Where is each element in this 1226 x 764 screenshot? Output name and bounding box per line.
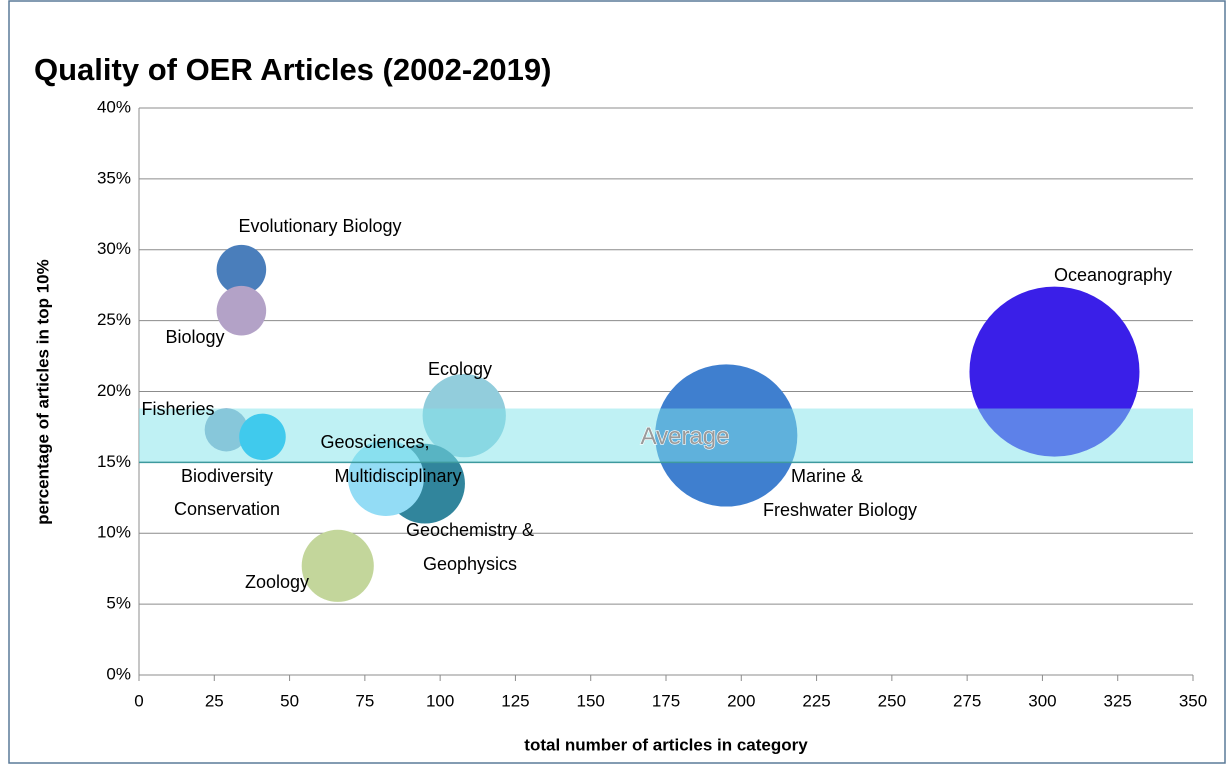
x-tick-label: 250 xyxy=(878,691,906,710)
bubble-label: Zoology xyxy=(245,572,309,592)
bubble-label: Geophysics xyxy=(423,554,517,574)
bubble-label: Fisheries xyxy=(141,399,214,419)
x-tick-label: 350 xyxy=(1179,691,1207,710)
x-tick-label: 275 xyxy=(953,691,981,710)
x-tick-label: 175 xyxy=(652,691,680,710)
y-tick-label: 0% xyxy=(106,664,131,683)
bubble-label: Ecology xyxy=(428,359,492,379)
x-tick-label: 100 xyxy=(426,691,454,710)
x-tick-label: 300 xyxy=(1028,691,1056,710)
bubble-label: Biology xyxy=(165,327,224,347)
y-tick-label: 10% xyxy=(97,523,131,542)
x-tick-label: 200 xyxy=(727,691,755,710)
average-band xyxy=(139,408,1193,463)
bubble-label: Oceanography xyxy=(1054,265,1172,285)
bubble xyxy=(216,285,267,336)
bubble-label: Geosciences, xyxy=(320,432,429,452)
bubble-label: Conservation xyxy=(174,499,280,519)
y-tick-label: 25% xyxy=(97,310,131,329)
chart-title: Quality of OER Articles (2002-2019) xyxy=(34,52,551,87)
x-tick-label: 325 xyxy=(1104,691,1132,710)
x-tick-label: 25 xyxy=(205,691,224,710)
x-tick-label: 225 xyxy=(802,691,830,710)
x-tick-label: 50 xyxy=(280,691,299,710)
x-axis-label: total number of articles in category xyxy=(524,735,808,754)
bubble-label: Biodiversity xyxy=(181,466,273,486)
y-tick-label: 30% xyxy=(97,239,131,258)
x-tick-label: 125 xyxy=(501,691,529,710)
bubble-label: Freshwater Biology xyxy=(763,500,917,520)
y-tick-label: 15% xyxy=(97,452,131,471)
x-tick-label: 0 xyxy=(134,691,143,710)
y-tick-label: 5% xyxy=(106,594,131,613)
bubble-label: Geochemistry & xyxy=(406,520,534,540)
bubble-label: Evolutionary Biology xyxy=(238,216,401,236)
average-label: Average xyxy=(641,423,730,450)
x-tick-label: 75 xyxy=(355,691,374,710)
bubble xyxy=(216,244,267,295)
bubble xyxy=(301,529,374,602)
x-tick-label: 150 xyxy=(577,691,605,710)
bubble-label: Multidisciplinary xyxy=(334,466,461,486)
y-tick-label: 35% xyxy=(97,168,131,187)
y-tick-label: 40% xyxy=(97,97,131,116)
y-axis-label: percentage of articles in top 10% xyxy=(33,259,52,524)
y-tick-label: 20% xyxy=(97,381,131,400)
bubble-label: Marine & xyxy=(791,466,863,486)
